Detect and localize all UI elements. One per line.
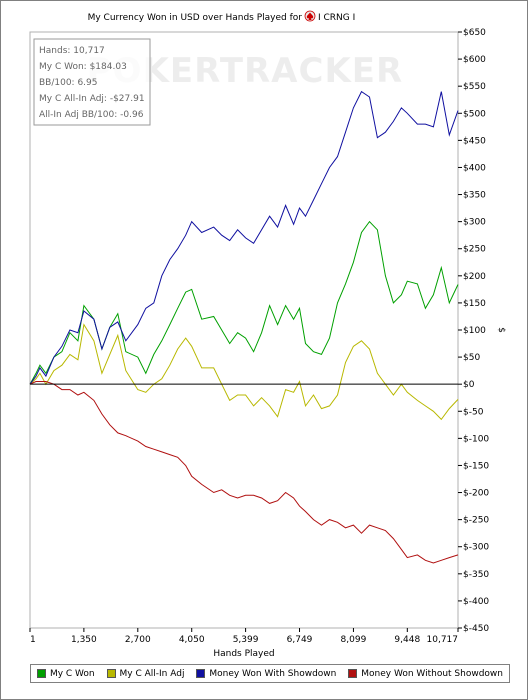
chart-title-suffix: I CRNG I [318, 13, 355, 23]
legend: My C Won My C All-In Adj Money Won With … [30, 664, 510, 683]
y-tick-label: $550 [463, 82, 486, 92]
legend-swatch-icon [106, 669, 116, 678]
legend-swatch-icon [348, 669, 358, 678]
y-tick-label: $250 [463, 245, 486, 255]
y-axis: $650 $600 $550 $500 $450 $400 $350 $300 $250 $200… [458, 28, 489, 634]
info-box-line: My C Won: $184.03 [39, 62, 127, 72]
plot-area [29, 31, 459, 629]
series-line-money-won-with-showdown [29, 90, 459, 385]
legend-swatch-icon [36, 669, 46, 678]
legend-label: Money Won Without Showdown [361, 668, 503, 679]
summary-info-box-bg [33, 38, 151, 126]
legend-item-my-c-won[interactable]: My C Won [36, 668, 95, 679]
y-tick-label: $-400 [463, 597, 489, 607]
y-tick-label: $-100 [463, 434, 489, 444]
x-tick-label: 1,350 [71, 635, 97, 645]
y-tick-label: $500 [463, 109, 486, 119]
info-box-line: All-In Adj BB/100: -0.96 [39, 110, 144, 120]
chart-title: My Currency Won in USD over Hands Played… [88, 10, 355, 23]
legend-item-money-won-with-showdown[interactable]: Money Won With Showdown [196, 669, 336, 679]
legend-item-money-won-without-showdown[interactable]: Money Won Without Showdown [348, 669, 503, 679]
y-tick-label: $650 [463, 28, 486, 38]
y-tick-label: $150 [463, 299, 486, 309]
y-tick-label: $400 [463, 163, 486, 173]
x-axis-title: Hands Played [213, 649, 274, 659]
x-tick-label: 5,399 [233, 635, 259, 645]
y-tick-label: $-350 [463, 570, 489, 580]
x-tick-label: 8,099 [341, 635, 367, 645]
x-tick-label: 10,717 [427, 635, 459, 645]
legend-label: My C Won [49, 668, 95, 679]
x-tick-label: 6,749 [287, 635, 313, 645]
y-tick-label: $-150 [463, 461, 489, 471]
y-tick-label: $0 [463, 380, 475, 390]
summary-info-box: Hands: 10,717 My C Won: $184.03 BB/100: 6.… [33, 38, 151, 126]
x-tick-label: 1 [30, 635, 36, 645]
legend-label: Money Won With Showdown [209, 668, 337, 679]
y-tick-label: $-300 [463, 543, 489, 553]
legend-item-my-c-all-in-adj[interactable]: My C All-In Adj [106, 668, 185, 679]
info-box-line: Hands: 10,717 [39, 46, 105, 56]
y-tick-label: $-250 [463, 516, 489, 526]
y-tick-label: $-200 [463, 489, 489, 499]
y-tick-label: $50 [463, 353, 480, 363]
y-tick-label: $450 [463, 136, 486, 146]
y-tick-label: $-450 [463, 624, 489, 634]
info-box-line: BB/100: 6.95 [39, 78, 98, 88]
x-tick-label: 2,700 [125, 635, 151, 645]
y-tick-label: $100 [463, 326, 486, 336]
info-box-line: My C All-In Adj: -$27.91 [39, 94, 145, 104]
series-line-money-won-without-showdown [29, 381, 459, 564]
y-tick-label: $350 [463, 191, 486, 201]
chart-title-text: My Currency Won in USD over Hands Played… [88, 13, 303, 23]
legend-swatch-icon [196, 669, 206, 678]
y-axis-title: $ [496, 327, 506, 333]
legend-label: My C All-In Adj [119, 668, 185, 679]
poker-suit-logo-icon [304, 10, 316, 22]
y-tick-label: $200 [463, 272, 486, 282]
y-tick-label: $600 [463, 55, 486, 65]
x-axis: 1 1,350 2,700 4,050 5,399 6,749 8,099 9,448 10,7… [29, 628, 459, 645]
x-tick-label: 4,050 [179, 635, 205, 645]
x-tick-label: 9,448 [394, 635, 420, 645]
y-tick-label: $-50 [463, 407, 484, 417]
y-tick-label: $300 [463, 218, 486, 228]
